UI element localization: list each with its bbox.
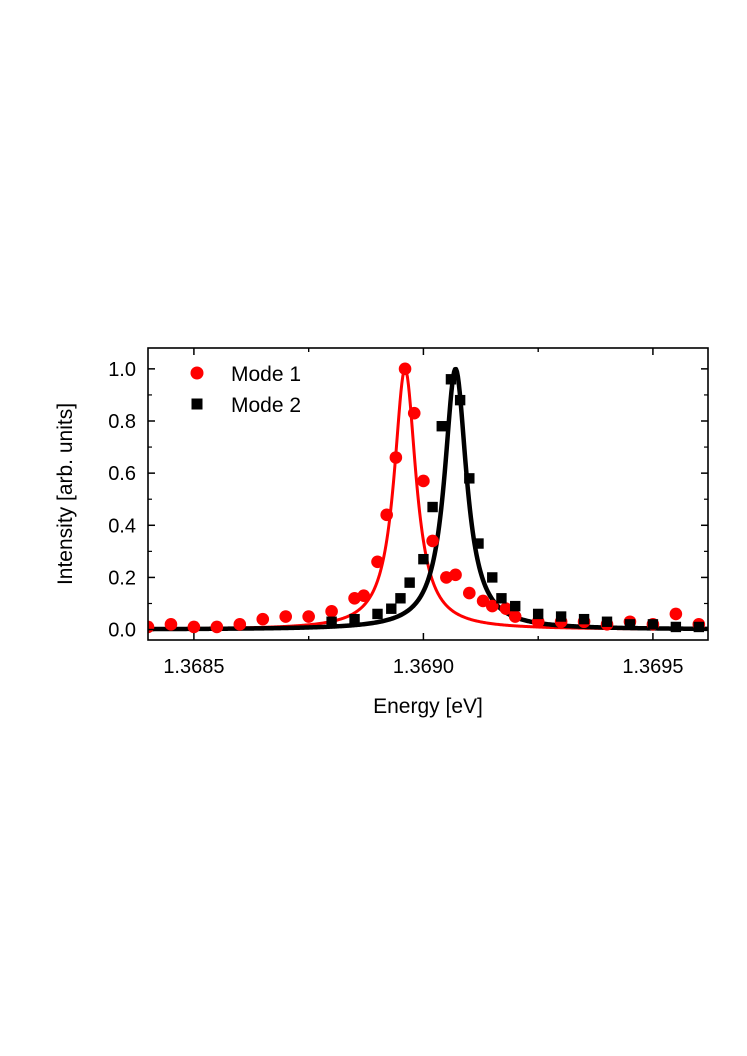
data-point-mode-2 [454,394,466,406]
axis-ticks: 1.3685 1.3690 1.3695 0.0 0.2 0.4 0.6 0.8 1.0 [108,348,708,678]
y-tick-label: 0.0 [108,620,136,642]
data-markers [148,362,706,634]
y-axis-title: Intensity [arb. units] [54,403,77,585]
y-tick-label: 0.2 [108,567,136,589]
data-point-mode-2 [532,608,544,620]
data-point-mode-2 [427,501,438,513]
data-point-mode-2 [647,619,659,630]
data-point-mode-2 [418,553,429,565]
data-point-mode-1 [407,406,421,420]
data-point-mode-1 [233,618,247,631]
data-point-mode-2 [404,577,415,588]
data-point-mode-2 [395,593,406,604]
data-point-mode-1 [302,610,315,623]
x-tick-label: 1.3690 [393,656,454,678]
data-point-mode-1 [449,568,462,582]
data-point-mode-1 [210,620,224,634]
data-point-mode-1 [357,589,371,602]
y-tick-label: 1.0 [108,359,136,381]
data-point-mode-1 [669,607,683,621]
data-point-mode-2 [510,600,521,612]
legend-label-mode-2: Mode 2 [231,394,301,417]
data-point-mode-2 [445,374,457,385]
data-point-mode-2 [670,621,682,633]
data-point-mode-1 [371,555,384,569]
data-point-mode-2 [473,538,484,549]
legend: Mode 1 Mode 2 [190,363,301,417]
data-point-mode-1 [279,610,293,623]
data-point-mode-2 [496,593,507,604]
data-point-mode-1 [164,618,178,631]
data-point-mode-1 [508,610,522,623]
plot-frame [147,347,709,641]
legend-label-mode-1: Mode 1 [231,363,301,386]
data-point-mode-2 [372,608,383,620]
y-tick-label: 0.8 [108,411,136,433]
data-point-mode-2 [464,473,475,484]
y-tick-label: 0.6 [108,463,136,485]
data-point-mode-1 [485,599,499,613]
y-tick-label: 0.4 [108,515,136,537]
data-point-mode-2 [349,613,360,625]
data-point-mode-2 [326,616,337,627]
data-point-mode-2 [624,619,636,630]
data-point-mode-2 [555,611,567,622]
data-point-mode-1 [499,602,513,616]
data-point-mode-1 [187,620,201,634]
data-point-mode-1 [256,612,270,626]
x-tick-label: 1.3695 [622,656,683,678]
data-point-mode-2 [436,421,447,432]
data-point-mode-1 [380,508,393,522]
data-point-mode-1 [398,362,412,376]
x-axis-title: Energy [eV] [373,695,483,718]
legend-marker-mode-2 [191,398,203,410]
data-point-mode-2 [487,572,498,583]
legend-marker-mode-1 [190,366,204,380]
data-point-mode-1 [389,451,403,464]
data-point-mode-2 [578,613,590,625]
data-point-mode-1 [463,586,476,600]
x-tick-label: 1.3685 [163,656,224,678]
data-point-mode-1 [476,594,490,608]
data-point-mode-2 [386,603,397,614]
data-point-mode-2 [601,616,613,627]
data-point-mode-1 [325,605,338,618]
data-point-mode-1 [417,474,430,488]
data-point-mode-1 [426,534,439,548]
data-point-mode-2 [693,621,705,633]
